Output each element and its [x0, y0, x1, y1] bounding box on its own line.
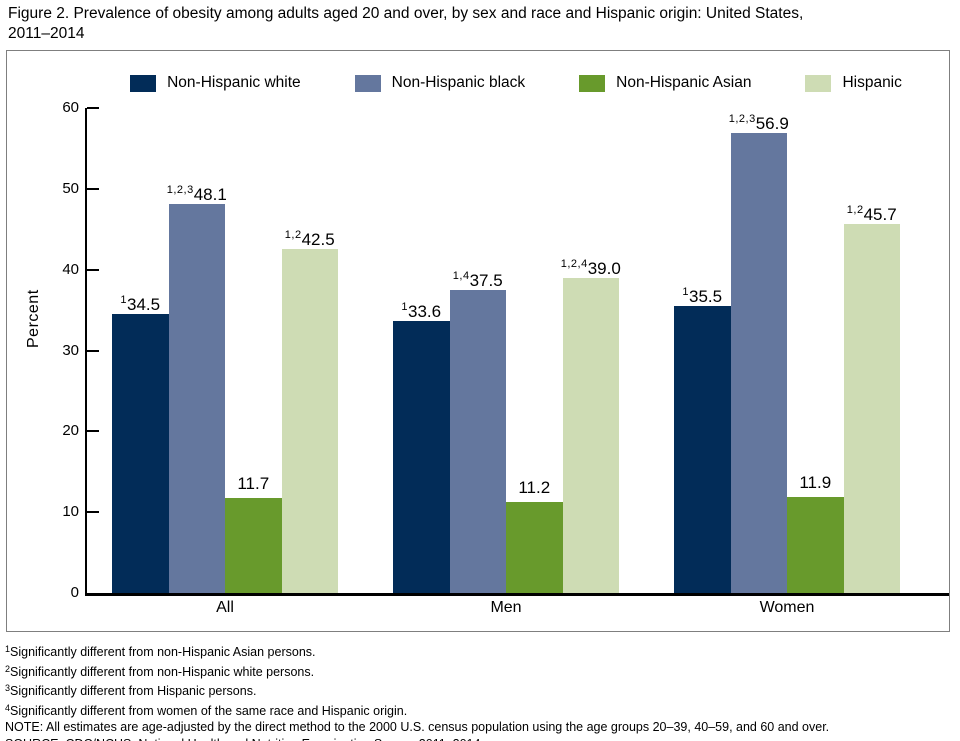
footnote-line-5: NOTE: All estimates are age-adjusted by …	[5, 720, 830, 734]
value-label: 1,242.5	[284, 229, 335, 250]
legend-label: Hispanic	[842, 74, 902, 91]
legend-item-4: Hispanic	[805, 74, 902, 92]
category-label-women: Women	[759, 599, 815, 616]
y-tick-30	[87, 349, 99, 352]
legend-item-2: Non-Hispanic black	[354, 74, 526, 92]
value-superscript: 1	[120, 294, 128, 307]
footnote-line-1: 1Significantly different from non-Hispan…	[5, 644, 316, 659]
bar-all-non-hispanic-asian	[225, 498, 282, 593]
value-label: 134.5	[120, 294, 161, 315]
footnote-line-3: 3Significantly different from Hispanic p…	[5, 683, 257, 698]
y-tick-label-20: 20	[62, 422, 79, 440]
footnote-line-2: 2Significantly different from non-Hispan…	[5, 663, 315, 679]
value-superscript: 1,4	[452, 269, 470, 282]
figure-title-line2: 2011–2014	[8, 25, 85, 42]
y-tick-label-30: 30	[62, 341, 79, 359]
category-label-all: All	[216, 599, 234, 616]
figure-title: Figure 2. Prevalence of obesity among ad…	[8, 4, 954, 44]
bar-all-hispanic	[281, 249, 338, 593]
footnote-line-6: SOURCE: CDC/NCHS, National Health and Nu…	[5, 736, 955, 741]
y-tick-label-60: 60	[62, 99, 79, 116]
value-superscript: 1	[401, 301, 409, 314]
legend-label: Non-Hispanic Asian	[616, 74, 752, 91]
footnote-superscript: 2	[5, 663, 11, 674]
category-label-men: Men	[490, 599, 522, 616]
value-label: 135.5	[682, 286, 723, 307]
value-label: 11.7	[237, 474, 270, 494]
legend-swatch-icon	[354, 74, 381, 92]
value-superscript: 1,2,3	[166, 184, 194, 197]
y-axis-line	[85, 108, 87, 595]
y-tick-label-10: 10	[62, 503, 79, 521]
bar-men-hispanic	[562, 277, 619, 593]
bar-women-non-hispanic-white	[674, 306, 731, 593]
bar-men-non-hispanic-white	[393, 321, 450, 593]
footnote-line-4: 4Significantly different from women of t…	[5, 702, 408, 718]
legend-item-1: Non-Hispanic white	[130, 74, 301, 92]
y-tick-10	[87, 511, 99, 514]
bar-men-non-hispanic-asian	[506, 502, 563, 593]
y-tick-label-50: 50	[62, 179, 79, 197]
y-tick-20	[87, 430, 99, 433]
value-superscript: 1,2,4	[560, 257, 588, 270]
footnote-superscript: 1	[5, 644, 11, 654]
value-label: 1,245.7	[846, 203, 897, 224]
bar-men-non-hispanic-black	[449, 289, 506, 593]
value-superscript: 1	[682, 286, 690, 299]
legend-swatch-icon	[579, 74, 606, 92]
value-label: 1,2,439.0	[560, 257, 621, 278]
y-tick-label-0: 0	[70, 584, 79, 601]
value-label: 1,437.5	[452, 269, 503, 290]
bar-all-non-hispanic-white	[112, 314, 169, 593]
y-tick-60	[87, 107, 99, 109]
value-superscript: 1,2	[284, 229, 302, 242]
value-superscript: 1,2,3	[728, 113, 756, 126]
legend-swatch-icon	[805, 74, 832, 92]
value-label: 133.6	[401, 301, 442, 322]
bar-women-non-hispanic-asian	[787, 496, 844, 593]
bar-women-non-hispanic-black	[730, 133, 787, 593]
legend-label: Non-Hispanic black	[391, 74, 526, 91]
footnote-superscript: 4	[5, 702, 11, 713]
legend-swatch-icon	[130, 74, 157, 92]
legend-label: Non-Hispanic white	[167, 74, 301, 91]
bar-all-non-hispanic-black	[168, 204, 225, 593]
y-tick-50	[87, 187, 99, 190]
value-label: 1,2,348.1	[166, 184, 227, 205]
y-tick-label-40: 40	[62, 260, 79, 278]
legend: Non-Hispanic white Non-Hispanic black Non-…	[85, 67, 947, 99]
legend-item-3: Non-Hispanic Asian	[579, 74, 751, 92]
value-label: 11.2	[518, 478, 551, 498]
footnote-superscript: 3	[5, 683, 11, 693]
footnotes: 1Significantly different from non-Hispan…	[5, 641, 955, 741]
x-axis-line	[85, 593, 949, 596]
y-tick-40	[87, 268, 99, 271]
value-superscript: 1,2	[846, 203, 864, 216]
bar-women-hispanic	[843, 223, 900, 593]
figure-title-line1: Figure 2. Prevalence of obesity among ad…	[8, 5, 804, 22]
chart-box: Non-Hispanic white Non-Hispanic black Non-…	[6, 50, 950, 632]
value-label: 11.9	[799, 472, 832, 492]
value-label: 1,2,356.9	[728, 113, 789, 134]
